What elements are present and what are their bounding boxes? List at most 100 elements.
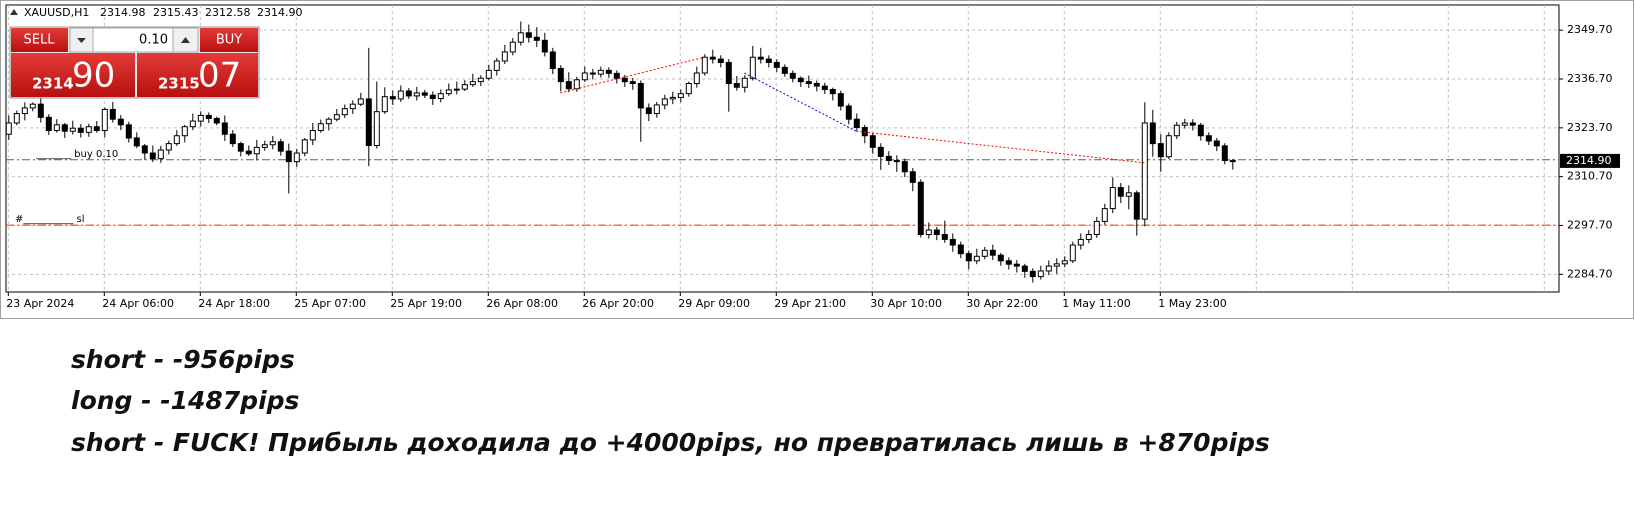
candle-body <box>437 93 444 100</box>
candle-body <box>933 229 940 236</box>
x-tick-label: 26 Apr 20:00 <box>582 297 654 310</box>
x-tick-label: 29 Apr 21:00 <box>774 297 846 310</box>
candle-body <box>925 229 932 236</box>
candle-body <box>685 83 692 95</box>
candle-body <box>1117 187 1124 197</box>
y-tick-label: 2310.70 <box>1567 170 1613 183</box>
candle-body <box>589 72 596 75</box>
sell-button[interactable] <box>11 28 68 52</box>
buy-price-main: 2315 <box>158 75 200 93</box>
x-tick-label: 25 Apr 19:00 <box>390 297 462 310</box>
candle-body <box>517 32 524 43</box>
candle-body <box>269 141 276 146</box>
candle-body <box>1053 263 1060 267</box>
ohlc-open: 2314.98 <box>100 6 146 19</box>
candle-body <box>189 120 196 128</box>
candle-body <box>205 114 212 119</box>
candle-body <box>453 88 460 91</box>
candle-body <box>261 144 268 148</box>
candle-body <box>157 149 164 160</box>
candle-body <box>565 81 572 90</box>
candle-body <box>1109 187 1116 210</box>
symbol: XAUUSD,H1 <box>24 6 89 19</box>
candle-body <box>877 146 884 157</box>
candle-body <box>701 56 708 74</box>
candle-body <box>741 77 748 88</box>
candle-body <box>645 107 652 115</box>
candle-body <box>837 93 844 107</box>
level-label: _______ buy 0.10 <box>35 149 118 160</box>
candle-body <box>605 69 612 74</box>
candle-body <box>1173 124 1180 137</box>
candle-body <box>1189 122 1196 126</box>
candle-body <box>725 61 732 85</box>
candle-body <box>541 39 548 53</box>
candle-body <box>549 51 556 69</box>
candle-body <box>293 152 300 163</box>
candle-body <box>1085 234 1092 240</box>
candle-body <box>125 124 132 139</box>
candle-body <box>445 89 452 95</box>
candle-body <box>221 122 228 135</box>
candle-body <box>1005 260 1012 265</box>
candle-body <box>637 83 644 109</box>
candle-body <box>173 135 180 145</box>
candle-body <box>237 143 244 152</box>
candle-body <box>909 171 916 183</box>
candle-body <box>285 150 292 163</box>
candle-body <box>1141 122 1148 220</box>
candle-body <box>477 77 484 83</box>
candle-body <box>789 72 796 79</box>
buy-label: BUY <box>216 33 242 48</box>
candle-body <box>749 56 756 79</box>
candle-body <box>525 32 532 38</box>
y-tick-label: 2297.70 <box>1567 219 1613 232</box>
candle-body <box>1037 270 1044 278</box>
candle-body <box>501 51 508 62</box>
candle-body <box>349 103 356 110</box>
candle-body <box>821 85 828 91</box>
candle-body <box>717 58 724 63</box>
candle-body <box>1069 244 1076 262</box>
candle-body <box>381 96 388 113</box>
candle-body <box>181 126 188 137</box>
candle-body <box>229 133 236 145</box>
x-tick-label: 25 Apr 07:00 <box>294 297 366 310</box>
candle-body <box>733 83 740 88</box>
down-arrow <box>77 38 86 43</box>
buy-price-box[interactable] <box>137 53 258 97</box>
header-arrow <box>10 9 18 15</box>
sell-price-pips: 90 <box>72 56 115 96</box>
candle-body <box>333 114 340 120</box>
candle-body <box>165 143 172 151</box>
candle-body <box>917 181 924 236</box>
sell-price-main: 2314 <box>32 75 74 93</box>
price-tag <box>1560 153 1620 168</box>
x-tick-label: 26 Apr 08:00 <box>486 297 558 310</box>
price-tag-label: 2314.90 <box>1566 154 1612 167</box>
candle-body <box>629 81 636 85</box>
candle-body <box>1205 135 1212 142</box>
candle-body <box>133 137 140 147</box>
candle-body <box>853 118 860 128</box>
x-tick-label: 30 Apr 22:00 <box>966 297 1038 310</box>
candle-body <box>1133 192 1140 220</box>
candle-body <box>341 108 348 116</box>
level-label: #__________ sl <box>15 214 85 225</box>
candle-body <box>661 98 668 106</box>
buy-button[interactable] <box>200 28 258 52</box>
candle-body <box>301 139 308 154</box>
candle-body <box>61 124 68 132</box>
sell-price-box[interactable] <box>11 53 135 97</box>
candle-body <box>941 234 948 240</box>
candle-body <box>1181 122 1188 126</box>
chart: 2284.70 2297.70 2310.70 2323.70 2336.70 2349.… <box>0 0 1634 319</box>
trade-line <box>744 72 857 132</box>
candle-body <box>1213 140 1220 147</box>
trade-panel: SELL 0.10 BUY 2314 90 2315 07 <box>9 26 260 99</box>
candle-body <box>213 117 220 124</box>
candle-body <box>245 150 252 155</box>
note: long - -1487pips <box>71 386 300 415</box>
candle-body <box>533 36 540 41</box>
